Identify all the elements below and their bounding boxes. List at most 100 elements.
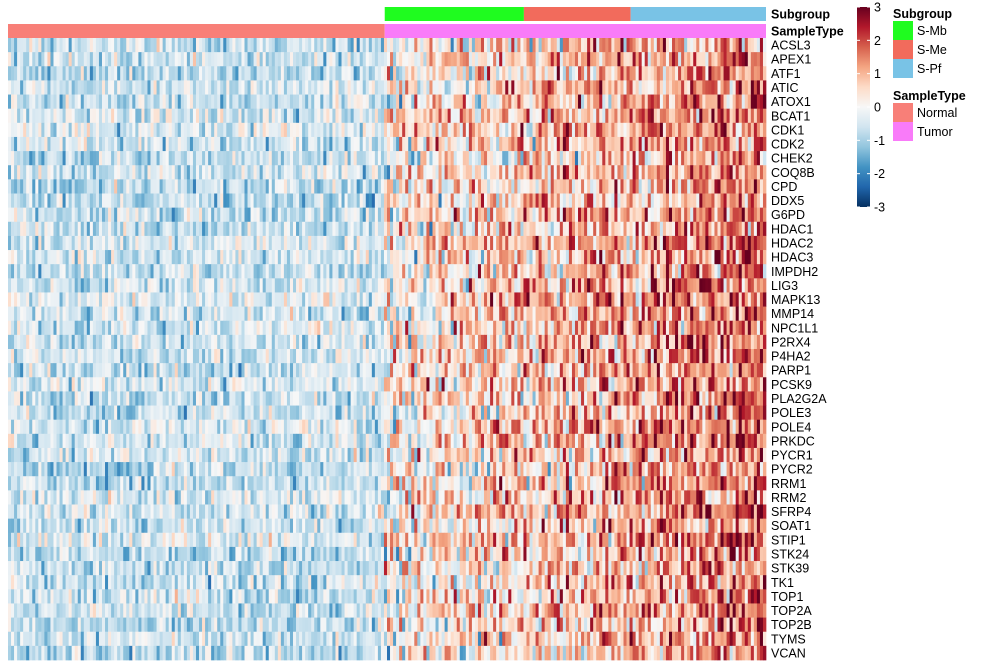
heatmap-cell: [211, 179, 215, 194]
heatmap-cell: [153, 221, 157, 237]
heatmap-cell: [408, 136, 412, 152]
heatmap-cell: [53, 278, 57, 293]
heatmap-cell: [17, 306, 21, 322]
heatmap-cell: [568, 306, 573, 322]
heatmap-cell: [92, 221, 97, 237]
heatmap-cell: [38, 151, 42, 166]
heatmap-cell: [387, 52, 391, 67]
heatmap-cell: [250, 80, 254, 95]
heatmap-cell: [338, 179, 342, 194]
heatmap-cell: [547, 122, 552, 138]
heatmap-cell: [226, 193, 230, 208]
heatmap-cell: [599, 66, 603, 81]
heatmap-cell: [380, 292, 385, 307]
heatmap-cell: [468, 52, 473, 67]
heatmap-cell: [74, 221, 79, 237]
heatmap-cell: [696, 108, 700, 124]
heatmap-cell: [456, 108, 461, 124]
heatmap-cell: [141, 292, 145, 307]
heatmap-cell: [696, 193, 700, 208]
heatmap-cell: [399, 52, 403, 67]
heatmap-cell: [514, 193, 518, 208]
heatmap-cell: [250, 250, 254, 265]
heatmap-cell: [299, 179, 303, 194]
heatmap-cell: [26, 52, 30, 67]
heatmap-cell: [668, 165, 673, 180]
heatmap-cell: [493, 165, 497, 180]
heatmap-cell: [23, 122, 27, 138]
heatmap-cell: [302, 250, 306, 265]
heatmap-cell: [484, 122, 488, 138]
heatmap-cell: [208, 250, 212, 265]
heatmap-cell: [693, 292, 697, 307]
heatmap-cell: [762, 108, 767, 124]
heatmap-cell: [108, 306, 112, 322]
heatmap-cell: [756, 292, 761, 307]
heatmap-cell: [502, 264, 506, 279]
heatmap-cell: [114, 136, 118, 152]
heatmap-cell: [477, 179, 482, 194]
heatmap-cell: [744, 52, 749, 67]
heatmap-cell: [574, 235, 579, 251]
heatmap-cell: [696, 122, 700, 138]
heatmap-cell: [723, 165, 727, 180]
heatmap-cell: [690, 108, 694, 124]
heatmap-cell: [614, 207, 618, 223]
heatmap-cell: [538, 165, 542, 180]
heatmap-cell: [568, 250, 573, 265]
heatmap-cell: [41, 250, 45, 265]
heatmap-cell: [202, 207, 206, 223]
heatmap-cell: [165, 179, 170, 194]
heatmap-cell: [286, 94, 291, 110]
heatmap-cell: [350, 122, 354, 138]
heatmap-cell: [71, 292, 76, 307]
heatmap-cell: [317, 207, 321, 223]
heatmap-cell: [296, 108, 300, 124]
heatmap-cell: [365, 235, 370, 251]
heatmap-cell: [47, 151, 51, 166]
heatmap-cell: [435, 122, 439, 138]
heatmap-cell: [274, 264, 279, 279]
heatmap-cell: [56, 136, 60, 152]
heatmap-cell: [83, 165, 88, 180]
heatmap-cell: [678, 52, 682, 67]
heatmap-cell: [138, 165, 142, 180]
heatmap-cell: [89, 235, 94, 251]
heatmap-cell: [23, 235, 27, 251]
heatmap-cell: [665, 108, 670, 124]
heatmap-cell: [614, 94, 618, 110]
heatmap-cell: [729, 193, 733, 208]
heatmap-cell: [250, 235, 254, 251]
heatmap-cell: [208, 66, 212, 81]
heatmap-cell: [189, 151, 194, 166]
heatmap-cell: [223, 306, 227, 322]
heatmap-cell: [80, 108, 85, 124]
heatmap-cell: [314, 151, 318, 166]
heatmap-cell: [435, 278, 439, 293]
heatmap-cell: [480, 151, 485, 166]
heatmap-cell: [253, 278, 257, 293]
heatmap-cell: [723, 38, 727, 53]
heatmap-cell: [453, 179, 458, 194]
heatmap-cell: [80, 193, 85, 208]
heatmap-cell: [620, 151, 624, 166]
heatmap-cell: [186, 66, 191, 81]
heatmap-cell: [723, 122, 727, 138]
heatmap-cell: [117, 179, 121, 194]
heatmap-cell: [681, 52, 685, 67]
heatmap-cell: [23, 278, 27, 293]
heatmap-cell: [150, 207, 154, 223]
heatmap-cell: [253, 80, 257, 95]
heatmap-cell: [523, 94, 527, 110]
heatmap-cell: [574, 207, 579, 223]
heatmap-cell: [672, 207, 676, 223]
heatmap-cell: [41, 108, 45, 124]
heatmap-cell: [280, 151, 285, 166]
heatmap-cell: [441, 221, 445, 237]
heatmap-cell: [535, 136, 539, 152]
heatmap-cell: [274, 52, 279, 67]
heatmap-cell: [59, 207, 63, 223]
heatmap-cell: [638, 122, 643, 138]
heatmap-cell: [344, 235, 348, 251]
heatmap-cell: [217, 66, 221, 81]
